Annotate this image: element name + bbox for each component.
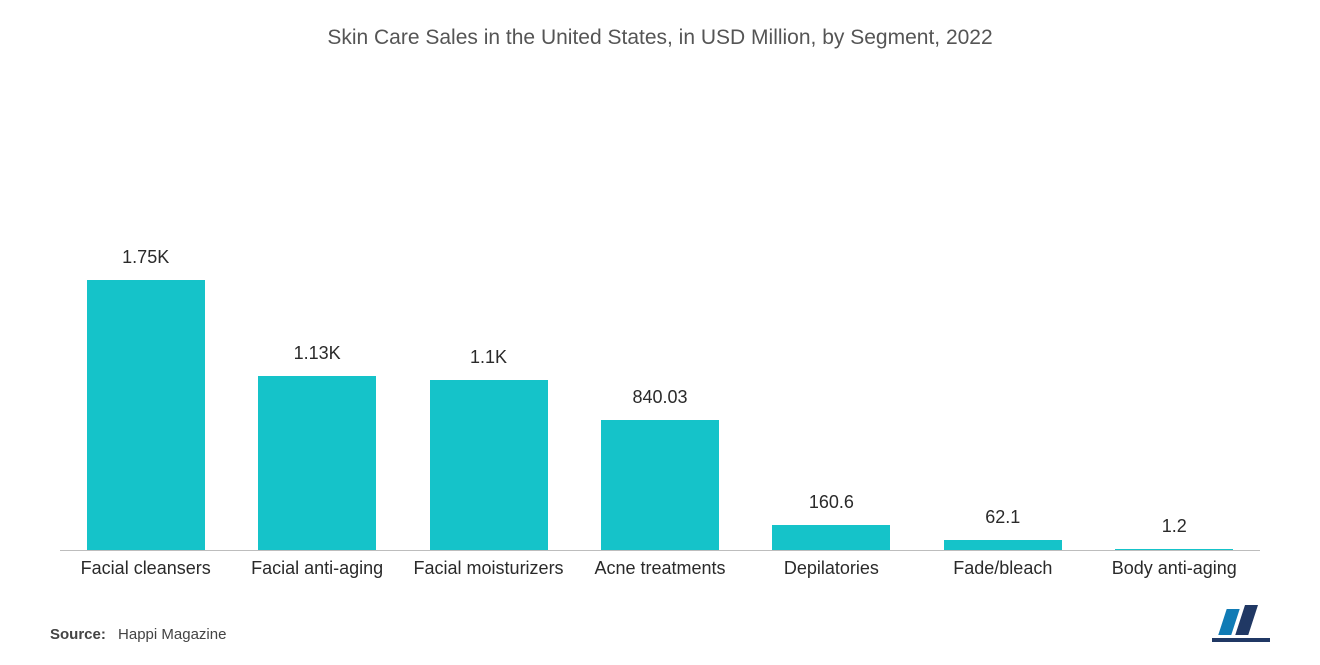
bar-category-label: Facial cleansers	[66, 557, 226, 580]
bar-value-label: 160.6	[809, 492, 854, 513]
source-label: Source:	[50, 626, 106, 643]
chart-title: Skin Care Sales in the United States, in…	[50, 26, 1270, 50]
bar-group: 160.6	[751, 492, 911, 550]
chart-page: Skin Care Sales in the United States, in…	[0, 0, 1320, 665]
bar	[258, 376, 376, 550]
logo-bar-1	[1218, 609, 1239, 635]
bar-group: 1.75K	[66, 247, 226, 550]
bar-value-label: 1.2	[1162, 516, 1187, 537]
bar	[772, 525, 890, 550]
bar-value-label: 62.1	[985, 507, 1020, 528]
bar-group: 1.13K	[237, 343, 397, 550]
bar-value-label: 1.75K	[122, 247, 169, 268]
logo-underline	[1212, 638, 1270, 642]
x-axis-labels: Facial cleansers Facial anti-aging Facial …	[50, 551, 1270, 580]
source-citation: Source: Happi Magazine	[50, 626, 226, 643]
chart-footer: Source: Happi Magazine	[50, 605, 1270, 643]
bar-value-label: 1.13K	[294, 343, 341, 364]
bar-group: 1.1K	[409, 347, 569, 550]
chart-plot-area: 1.75K 1.13K 1.1K 840.03 160.6 62.1 1.2	[50, 90, 1270, 550]
bar-category-label: Facial moisturizers	[409, 557, 569, 580]
bar-category-label: Depilatories	[751, 557, 911, 580]
bar-category-label: Body anti-aging	[1094, 557, 1254, 580]
bar-value-label: 1.1K	[470, 347, 507, 368]
bar	[944, 540, 1062, 550]
bar-group: 1.2	[1094, 516, 1254, 550]
bar-category-label: Acne treatments	[580, 557, 740, 580]
mordor-logo-icon	[1212, 605, 1270, 643]
bar	[430, 380, 548, 550]
bar	[87, 280, 205, 550]
bar-value-label: 840.03	[632, 387, 687, 408]
bar	[1115, 549, 1233, 550]
bar-category-label: Facial anti-aging	[237, 557, 397, 580]
bar	[601, 420, 719, 550]
bar-group: 62.1	[923, 507, 1083, 550]
source-value: Happi Magazine	[118, 626, 226, 643]
bar-category-label: Fade/bleach	[923, 557, 1083, 580]
bar-group: 840.03	[580, 387, 740, 550]
